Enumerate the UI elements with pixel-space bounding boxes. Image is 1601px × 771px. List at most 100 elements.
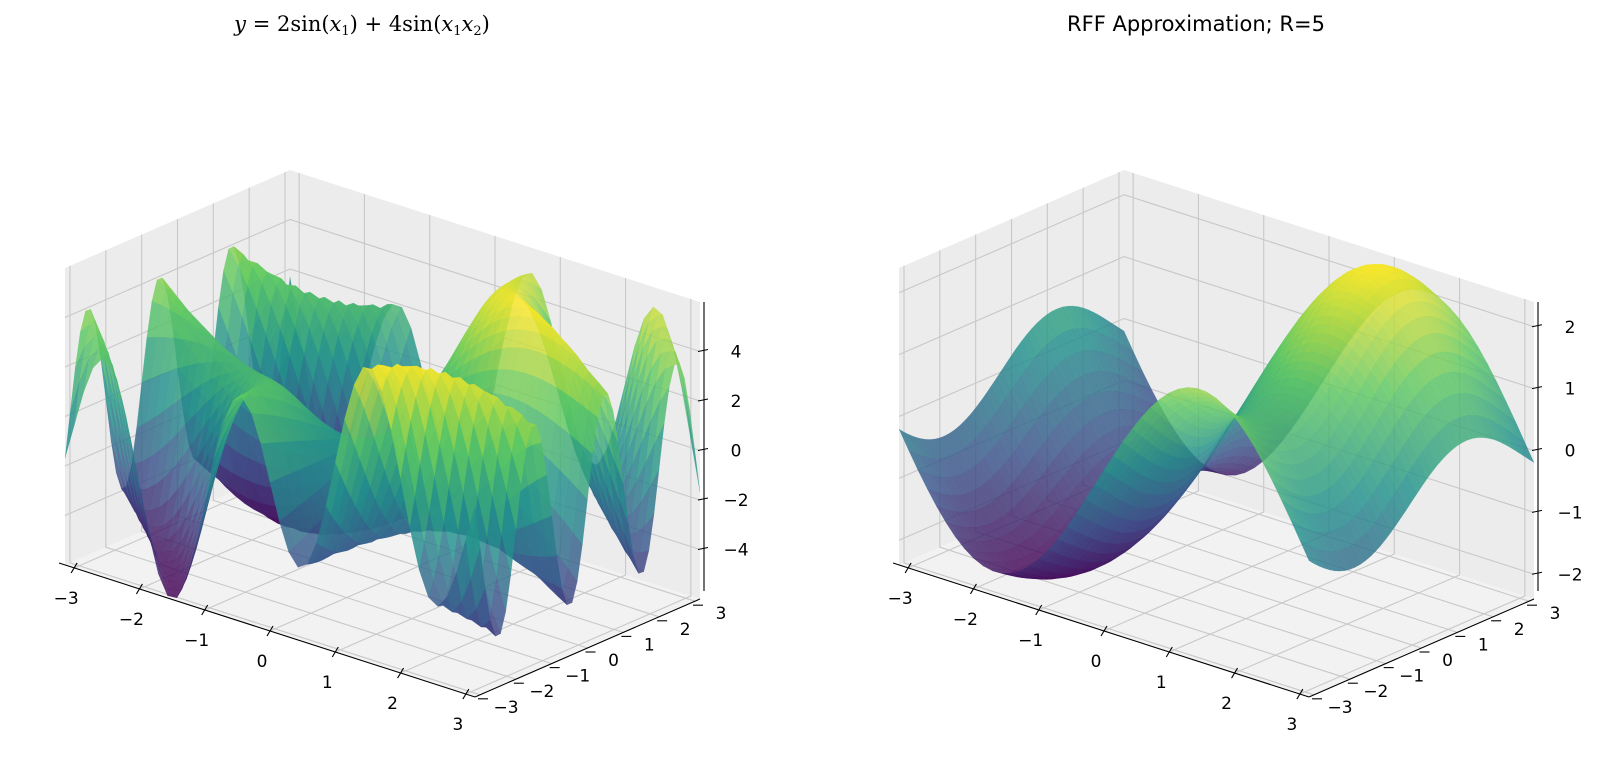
surface-patch (1335, 550, 1351, 571)
surface-patch (1345, 545, 1361, 568)
surface-patch (567, 532, 583, 582)
surface-patch (1427, 438, 1443, 467)
y-tick-label: −3 (493, 698, 518, 718)
surface-patch (1468, 414, 1484, 438)
x-tick (1296, 688, 1304, 700)
surface-patch (1519, 437, 1535, 464)
axes-2: −3 −2 −1 0 1 2 3 −3 −2 −1 0 1 2 3 −2 −1 0 1 2 (888, 170, 1583, 735)
surface-patch (531, 442, 547, 481)
y-tick-label: 2 (1514, 620, 1525, 640)
surface-patch (1452, 417, 1468, 443)
z-tick-label: −2 (1557, 565, 1582, 585)
z-tick (697, 546, 709, 551)
y-tick-label: 3 (716, 604, 727, 624)
x-tick (397, 667, 405, 679)
chart-title-2: RFF Approximation; R=5 (1067, 12, 1325, 36)
y-tick-label: 3 (1550, 604, 1561, 624)
z-tick (1531, 447, 1543, 452)
surface (898, 263, 1535, 580)
surface-patch (547, 555, 563, 589)
y-tick-label: 1 (1478, 635, 1489, 655)
surface-patch (1514, 434, 1530, 460)
surface-patch (577, 445, 593, 500)
surface-patch (1360, 532, 1376, 557)
surface-patch (583, 409, 598, 455)
x-tick-label: −3 (888, 589, 913, 609)
surface-patch (475, 587, 491, 628)
z-tick-label: −1 (1557, 503, 1582, 523)
surface-patch (1386, 497, 1402, 526)
y-axis-line (1308, 598, 1535, 698)
x-tick-label: 1 (322, 673, 333, 693)
surface-patch (593, 382, 609, 397)
surface-patch (685, 400, 701, 493)
surface-patch (669, 351, 685, 380)
surface-patch (1478, 415, 1494, 440)
surface-patch (1503, 427, 1520, 454)
surface-patch (1457, 415, 1473, 441)
x-tick-label: 3 (452, 715, 463, 735)
surface-patch (1411, 458, 1427, 488)
x-tick-label: 0 (257, 652, 268, 672)
surface-patch (1381, 505, 1397, 533)
surface-patch (1432, 432, 1448, 461)
z-tick-label: 4 (731, 343, 742, 363)
x-tick (331, 646, 339, 658)
z-tick-label: 2 (1565, 318, 1576, 338)
x-tick-label: −3 (54, 589, 79, 609)
chart-title-1: y = 2sin(x1) + 4sin(x1x2) (234, 12, 490, 39)
surface-patch (1314, 548, 1330, 571)
surface-patch (506, 452, 522, 530)
surface-patch (675, 351, 690, 411)
z-tick (1531, 571, 1543, 575)
surface-patch (511, 425, 527, 485)
z-tick-label: 0 (731, 442, 742, 462)
y-tick-label: 0 (608, 651, 619, 671)
y-tick-label: −2 (529, 682, 554, 702)
surface-patch (618, 498, 634, 557)
surface-patch (664, 351, 680, 370)
grid-line (1299, 299, 1526, 695)
y-tick-label: 1 (644, 635, 655, 655)
z-tick (1531, 386, 1543, 390)
x-tick (1165, 646, 1173, 658)
surface-patch (1330, 551, 1346, 572)
surface (64, 245, 701, 637)
x-tick (1035, 604, 1043, 616)
z-tick-label: 1 (1565, 380, 1576, 400)
z-tick (1531, 324, 1543, 328)
surface-patch (1355, 537, 1371, 562)
x-tick-label: −1 (184, 631, 209, 651)
z-tick-label: −4 (723, 541, 748, 561)
y-axis-line (474, 598, 701, 698)
surface-patch (634, 550, 650, 572)
grid-line (64, 218, 701, 353)
surface-patch (1340, 548, 1356, 570)
x-tick-label: 1 (1156, 673, 1167, 693)
z-tick-label: 0 (1565, 442, 1576, 462)
x-axis-line (892, 562, 1310, 698)
x-tick-label: −2 (119, 610, 144, 630)
y-tick-label: 0 (1442, 651, 1453, 671)
x-tick-label: 0 (1091, 652, 1102, 672)
grid-line (939, 250, 1351, 680)
y-tick-label: −1 (565, 667, 590, 687)
x-tick (70, 562, 78, 574)
x-tick (1100, 625, 1108, 637)
x-tick-label: −1 (1018, 631, 1043, 651)
surface-patch (1365, 526, 1381, 552)
surface-patch (1401, 473, 1417, 503)
surface-patch (516, 414, 532, 449)
surface-patch (1493, 421, 1509, 447)
z-tick (697, 447, 709, 452)
surface-patch (1447, 420, 1463, 447)
y-tick-label: 2 (680, 620, 691, 640)
x-tick (1231, 667, 1239, 679)
surface-patch (588, 387, 604, 418)
surface-patch (1498, 424, 1514, 450)
surface-patch (1391, 489, 1407, 519)
surface-patch (1319, 549, 1335, 572)
x-tick-label: 2 (1221, 694, 1232, 714)
z-tick-label: 2 (731, 392, 742, 412)
